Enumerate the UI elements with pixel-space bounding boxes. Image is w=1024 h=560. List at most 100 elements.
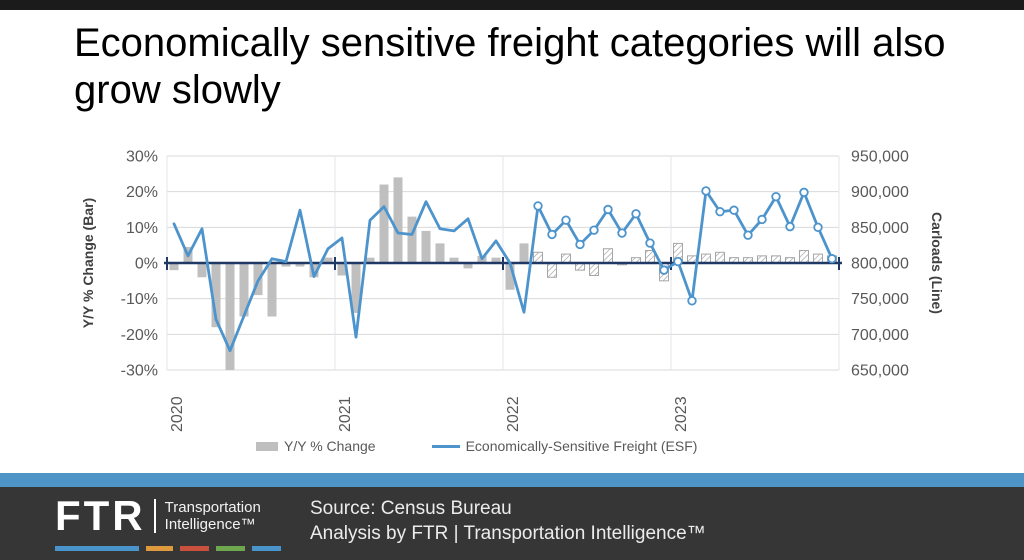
esf-forecast-marker [827,254,837,264]
bar-yoy-change-forecast [533,251,543,264]
bar-yoy-change [505,263,515,290]
esf-forecast-marker [589,225,599,235]
legend-bar-label: Y/Y % Change [284,438,376,454]
chart-area: 30% 20% 10% 0% -10% -20% -30% 950,000 900,000 850… [0,140,1024,440]
bar-yoy-change [491,257,501,263]
esf-forecast-marker [533,201,543,211]
esf-forecast-marker [617,228,627,238]
bar-yoy-change-forecast [603,248,613,264]
top-accent-bar [0,0,1024,10]
source-text: Source: Census Bureau Analysis by FTR | … [310,496,706,546]
ftr-logo: FTR Transportation Intelligence™ [55,492,261,539]
ftr-tagline-line2: Intelligence™ [164,516,256,533]
bar-yoy-change [323,257,333,263]
bar-yoy-change [211,263,221,328]
left-axis-title: Y/Y % Change (Bar) [80,197,96,329]
bar-yoy-change-forecast [561,253,571,264]
esf-forecast-marker [701,186,711,196]
source-line-2: Analysis by FTR | Transportation Intelli… [310,523,706,544]
esf-forecast-marker [715,206,725,217]
bar-yoy-change [239,263,249,317]
right-axis-tick-label: 950,000 [851,149,909,166]
esf-forecast-marker [687,296,697,306]
legend-line-label: Economically-Sensitive Freight (ESF) [465,438,698,454]
legend-item-line: Economically-Sensitive Freight (ESF) [431,438,698,454]
bar-yoy-change-forecast [813,253,823,264]
esf-forecast-marker [631,209,641,219]
right-axis-tick-label: 850,000 [851,220,909,237]
x-axis-year-label: 2022 [505,396,522,432]
ftr-logo-tagline: Transportation Intelligence™ [165,499,261,533]
esf-forecast-marker [673,256,683,267]
ftr-logo-dash [216,546,245,551]
esf-forecast-marker [813,222,823,233]
bar-yoy-change [225,263,235,370]
ftr-logo-dash [252,546,281,551]
ftr-logo-separator [153,499,156,533]
esf-forecast-marker [757,214,767,225]
bar-yoy-change [435,243,445,263]
bar-yoy-change [407,216,417,263]
right-axis-tick-label: 900,000 [851,184,909,201]
bar-yoy-change [267,263,277,317]
ftr-logo-dash [146,546,173,551]
left-axis-tick-label: 20% [126,184,158,201]
right-axis-tick-label: 750,000 [851,291,909,308]
esf-forecast-marker [575,239,585,250]
x-axis-year-label: 2023 [673,396,690,432]
bar-yoy-change [393,177,403,263]
bar-yoy-change [449,257,459,263]
right-axis-tick-label: 650,000 [851,363,909,380]
bar-yoy-change [197,263,207,278]
ftr-logo-dash [55,546,139,551]
footer: FTR Transportation Intelligence™ Source:… [0,487,1024,560]
esf-forecast-marker [659,265,669,275]
esf-forecast-marker [729,205,739,215]
bar-yoy-change [379,184,389,263]
left-axis-tick-label: 30% [126,149,158,166]
legend-item-bar: Y/Y % Change [256,438,376,454]
esf-forecast-marker [561,215,571,225]
bar-yoy-change-forecast [547,262,557,278]
esf-forecast-marker [645,238,655,248]
right-axis-tick-label: 700,000 [851,327,909,344]
ftr-logo-brand: FTR [55,492,146,539]
bar-yoy-change [463,263,473,269]
esf-forecast-marker [771,191,781,202]
right-axis-tick-label: 800,000 [851,256,909,273]
esf-forecast-marker [785,221,795,232]
ftr-tagline-line1: Transportation [164,499,261,516]
bar-yoy-change-forecast [715,251,725,264]
bar-yoy-change-forecast [589,262,599,276]
bar-yoy-change [351,263,361,313]
chart-svg: 30% 20% 10% 0% -10% -20% -30% 950,000 900,000 850… [121,149,909,433]
left-axis-tick-label: 10% [126,220,158,237]
ftr-logo-dashes [55,546,281,551]
left-axis-tick-label: -20% [121,327,158,344]
bar-yoy-change-forecast [701,253,711,264]
esf-forecast-marker [547,229,557,240]
bar-yoy-change [337,263,347,276]
line-swatch-icon [431,444,460,448]
bar-yoy-change [519,243,529,263]
source-line-1: Source: Census Bureau [310,498,512,519]
bar-yoy-change [295,263,305,267]
bar-yoy-change [421,230,431,263]
x-axis-year-label: 2020 [169,396,186,432]
left-axis-tick-label: -10% [121,291,158,308]
left-axis-tick-label: -30% [121,363,158,380]
bar-yoy-change [281,263,291,267]
bar-swatch-icon [256,441,278,451]
bar-yoy-change-forecast [645,250,655,264]
bar-yoy-change [365,257,375,263]
ftr-logo-dash [180,546,209,551]
x-axis-year-label: 2021 [337,396,354,432]
left-axis-tick-label: 0% [135,256,158,273]
chart-legend: Y/Y % Change Economically-Sensitive Frei… [256,438,697,454]
right-axis-title: Carloads (Line) [929,212,945,314]
esf-forecast-marker [799,187,809,198]
bar-yoy-change [169,263,179,271]
esf-forecast-marker [743,230,753,240]
page-title: Economically sensitive freight categorie… [74,21,946,112]
